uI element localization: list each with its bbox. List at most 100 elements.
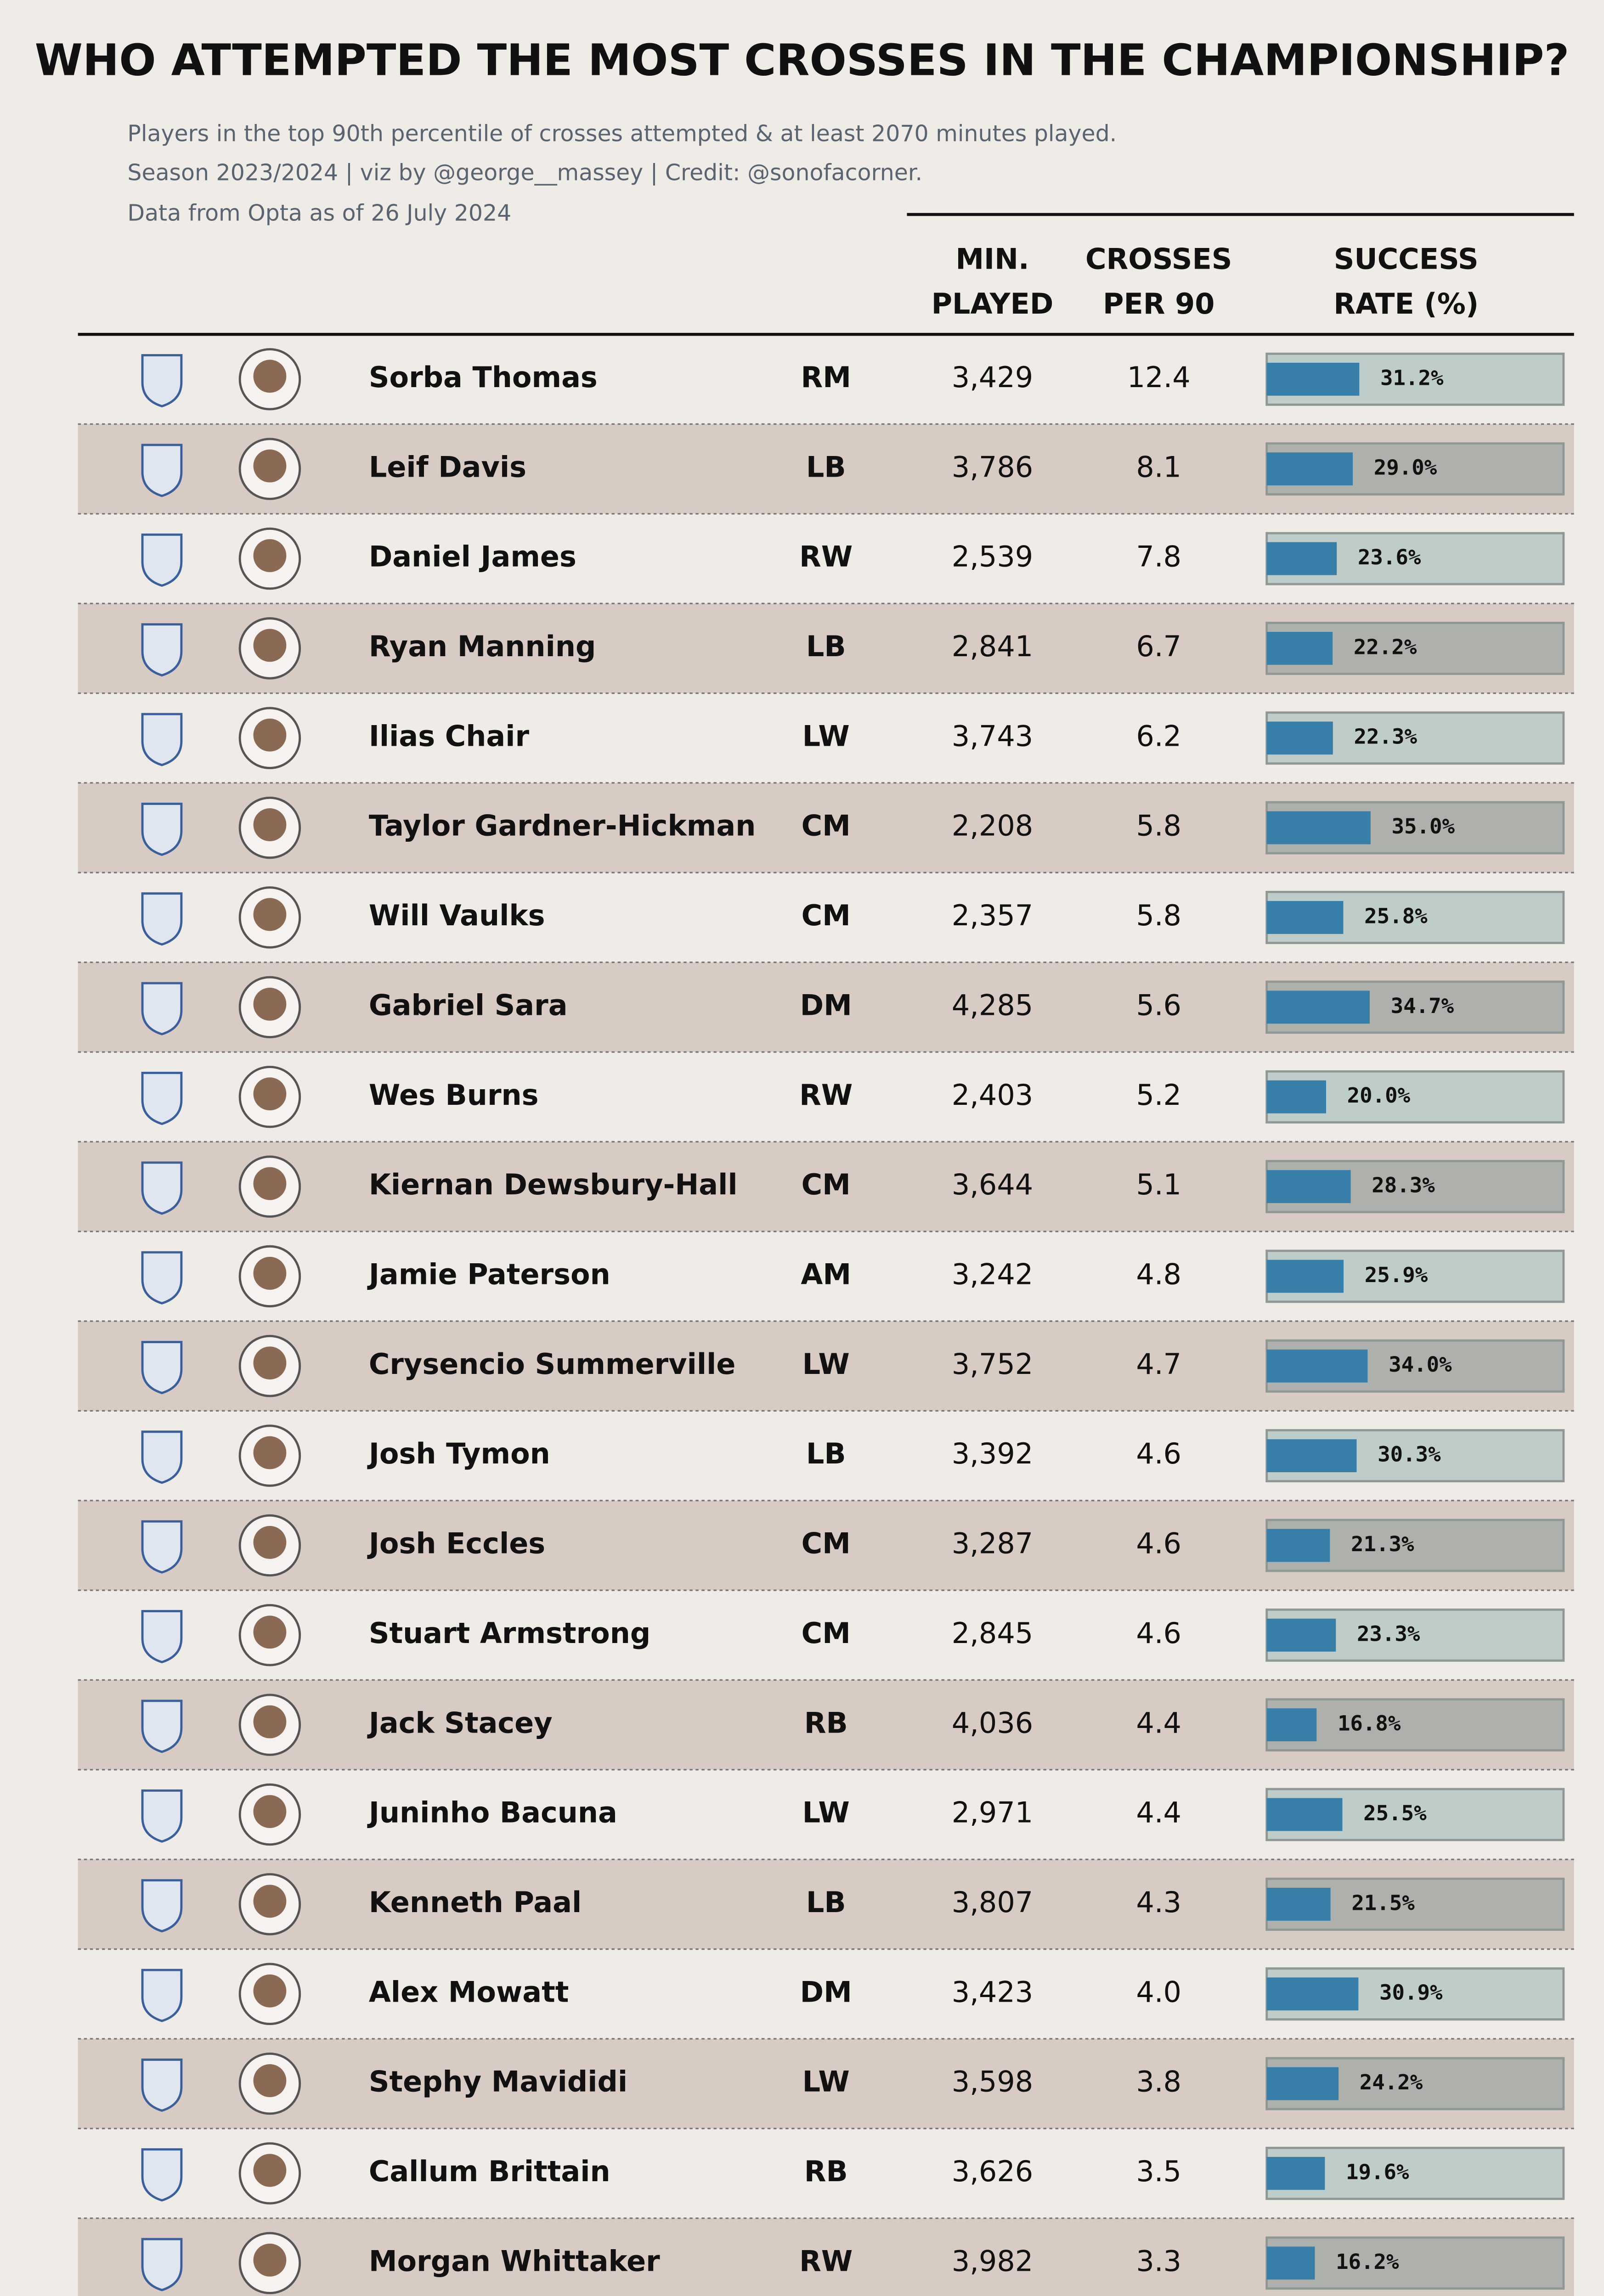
club-badge	[141, 623, 183, 677]
column-header: RATE (%)	[1333, 287, 1479, 321]
player-name: Crysencio Summerville	[369, 1347, 736, 1381]
position: LB	[806, 1885, 846, 1919]
position: LW	[802, 2065, 850, 2099]
success-label: 23.3%	[1357, 1621, 1420, 1646]
position: LW	[802, 1796, 850, 1829]
crosses: 3.3	[1136, 2244, 1181, 2278]
position: RW	[799, 1078, 853, 1112]
player-photo-face	[253, 1077, 287, 1111]
position: LB	[806, 630, 846, 663]
column-header: CROSSES	[1085, 242, 1232, 276]
player-name: Wes Burns	[369, 1078, 539, 1112]
player-photo-face	[253, 2064, 287, 2097]
success-bar	[1266, 1529, 1330, 1562]
player-photo-face	[253, 539, 287, 572]
club-badge	[141, 1879, 183, 1933]
success-label: 22.3%	[1354, 725, 1417, 749]
minutes: 3,392	[952, 1437, 1034, 1470]
success-bar	[1266, 2246, 1315, 2280]
success-label: 19.6%	[1346, 2160, 1409, 2184]
success-label: 25.5%	[1363, 1801, 1427, 1825]
player-name: Daniel James	[369, 540, 576, 574]
crosses: 6.7	[1136, 630, 1181, 663]
player-photo-face	[253, 2154, 287, 2187]
player-name: Jamie Paterson	[367, 1257, 610, 1291]
player-name: Will Vaulks	[369, 899, 545, 932]
club-badge	[141, 1699, 183, 1753]
minutes: 2,403	[952, 1078, 1034, 1112]
crosses: 5.8	[1136, 809, 1181, 843]
crosses: 4.6	[1136, 1527, 1181, 1560]
crosses: 6.2	[1136, 719, 1181, 753]
club-badge	[141, 1789, 183, 1843]
club-badge	[141, 892, 183, 946]
club-badge	[141, 1161, 183, 1215]
minutes: 3,644	[952, 1168, 1034, 1201]
crosses: 3.5	[1136, 2155, 1181, 2188]
club-badge	[141, 802, 183, 856]
minutes: 2,845	[952, 1616, 1034, 1650]
crosses: 7.8	[1136, 540, 1181, 574]
minutes: 3,423	[952, 1975, 1034, 2009]
position: CM	[802, 809, 851, 843]
player-photo-face	[253, 987, 287, 1021]
player-name: Josh Eccles	[367, 1527, 545, 1560]
success-bar	[1266, 990, 1370, 1024]
bar-track	[1265, 1160, 1565, 1213]
minutes: 2,539	[952, 540, 1034, 574]
position: LW	[802, 719, 850, 753]
success-label: 30.3%	[1378, 1442, 1441, 1467]
crosses: 4.6	[1136, 1437, 1181, 1470]
club-badge	[141, 1430, 183, 1484]
position: CM	[802, 1168, 851, 1201]
position: DM	[800, 1975, 852, 2009]
position: RW	[799, 2244, 853, 2278]
player-photo-face	[253, 449, 287, 483]
column-header: SUCCESS	[1334, 242, 1479, 276]
success-bar	[1266, 2157, 1325, 2190]
player-name: Gabriel Sara	[369, 988, 568, 1022]
success-label: 25.8%	[1364, 904, 1428, 928]
success-label: 16.2%	[1336, 2250, 1399, 2274]
success-bar	[1266, 1618, 1336, 1652]
success-label: 28.3%	[1372, 1173, 1435, 1198]
success-bar	[1266, 1977, 1359, 2011]
club-badge	[141, 1341, 183, 1395]
position: LB	[806, 450, 846, 484]
crosses: 4.8	[1136, 1257, 1181, 1291]
club-badge	[141, 1072, 183, 1125]
club-badge	[141, 713, 183, 766]
subtitle: Data from Opta as of 26 July 2024	[127, 200, 511, 226]
crosses: 4.6	[1136, 1616, 1181, 1650]
minutes: 3,287	[952, 1527, 1034, 1560]
crosses: 4.3	[1136, 1885, 1181, 1919]
crosses: 12.4	[1127, 360, 1191, 394]
player-photo-face	[253, 629, 287, 662]
club-badge	[141, 1251, 183, 1305]
position: DM	[800, 988, 852, 1022]
club-badge	[141, 2058, 183, 2112]
crosses: 5.2	[1136, 1078, 1181, 1112]
success-bar	[1266, 1798, 1343, 1831]
success-bar	[1266, 2067, 1339, 2100]
player-name: Taylor Gardner-Hickman	[369, 809, 756, 843]
player-photo-face	[253, 1974, 287, 2008]
minutes: 3,429	[952, 360, 1034, 394]
player-photo-face	[253, 1795, 287, 1828]
success-label: 34.0%	[1389, 1352, 1452, 1377]
player-name: Morgan Whittaker	[369, 2244, 660, 2278]
player-photo-face	[253, 808, 287, 841]
player-name: Ryan Manning	[369, 630, 596, 663]
success-label: 21.5%	[1351, 1891, 1415, 1915]
minutes: 2,971	[952, 1796, 1034, 1829]
success-bar	[1266, 452, 1353, 486]
success-label: 31.2%	[1380, 366, 1444, 390]
player-name: Callum Brittain	[369, 2155, 610, 2188]
position: CM	[802, 1527, 851, 1560]
player-name: Kenneth Paal	[369, 1885, 582, 1919]
player-photo-face	[253, 1346, 287, 1380]
success-label: 29.0%	[1374, 456, 1437, 480]
title: WHO ATTEMPTED THE MOST CROSSES IN THE CH…	[35, 35, 1570, 85]
position: RW	[799, 540, 853, 574]
